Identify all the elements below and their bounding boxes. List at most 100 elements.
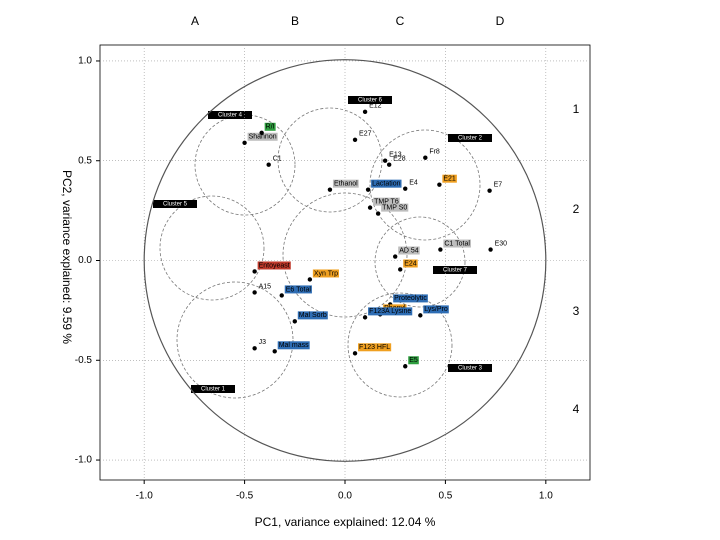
cluster-outline <box>374 216 466 308</box>
label-box <box>403 259 418 268</box>
cluster-outlines <box>159 107 481 399</box>
cluster-box <box>153 200 197 208</box>
cluster-label: Cluster 4 <box>218 113 243 119</box>
cluster-label: Cluster 6 <box>358 98 383 104</box>
point <box>423 155 428 160</box>
point <box>352 137 358 142</box>
cluster-box <box>208 111 252 119</box>
label-box <box>277 341 310 350</box>
point <box>375 211 381 216</box>
label-box <box>381 203 409 212</box>
point <box>437 182 442 187</box>
label-box <box>393 294 428 303</box>
label-box <box>423 305 449 314</box>
point-label: E27 <box>359 131 372 138</box>
point-label: C1 <box>273 156 282 163</box>
column-label: D <box>496 14 505 28</box>
point-label: TMP T6 <box>374 198 399 205</box>
point <box>327 187 333 192</box>
point-label: Mal Sorb <box>299 312 327 319</box>
y-tick-label: 1.0 <box>78 56 92 67</box>
point <box>259 130 264 135</box>
cluster-label: Cluster 5 <box>163 202 188 208</box>
point-label: Shannon <box>249 134 277 141</box>
point-label: Fr8 <box>429 149 440 156</box>
label-box <box>442 174 457 183</box>
cluster-label: Cluster 2 <box>458 136 483 142</box>
cluster-box <box>191 385 235 393</box>
point <box>362 315 368 320</box>
cluster-outline <box>159 195 265 301</box>
point-label: E4 <box>409 180 418 187</box>
cluster-label: Cluster 7 <box>443 268 468 274</box>
point <box>242 140 247 145</box>
point-label: E28 <box>393 156 406 163</box>
point-label: C1 Total <box>444 240 470 247</box>
point <box>438 247 443 252</box>
cluster-box <box>448 364 492 372</box>
column-label: A <box>191 14 199 28</box>
point <box>386 162 392 167</box>
point-label: F123A Lysine <box>369 308 411 315</box>
point <box>487 188 492 193</box>
x-tick-label: 0.5 <box>438 491 452 502</box>
point <box>367 205 373 210</box>
point <box>362 109 368 115</box>
point-label: E24 <box>404 260 417 267</box>
cluster-labels: Cluster 1 Cluster 2 Cluster 3 Cluster 4 Clus… <box>153 96 492 393</box>
cluster-outline <box>176 281 294 399</box>
label-box <box>257 261 291 270</box>
label-box <box>297 311 328 320</box>
y-tick-label: -1.0 <box>75 455 93 466</box>
label-box <box>443 239 471 248</box>
label-box <box>264 122 276 131</box>
point <box>382 158 388 163</box>
cluster-box <box>448 134 492 142</box>
point <box>252 346 257 351</box>
point-label: J3 <box>259 339 267 346</box>
point <box>292 319 297 324</box>
label-box <box>284 285 312 294</box>
label-box <box>358 343 392 352</box>
point-label: Mal mass <box>279 342 309 349</box>
row-label: 3 <box>573 304 580 318</box>
label-box <box>332 179 359 188</box>
x-tick-label: 1.0 <box>539 491 553 502</box>
point <box>398 267 403 272</box>
point-label: E21 <box>443 176 456 183</box>
row-label: 4 <box>573 402 580 416</box>
point-label: E12 <box>369 103 382 110</box>
point-label: Ethanol <box>334 181 358 188</box>
y-tick-label: -0.5 <box>75 355 93 366</box>
label-box <box>312 269 339 278</box>
point-label: F123 HFL <box>359 344 390 351</box>
y-tick-label: 0.5 <box>78 155 92 166</box>
point-label: AD 54 <box>399 247 419 254</box>
cluster-box <box>433 266 477 274</box>
label-box <box>368 307 413 316</box>
x-tick-label: 0.0 <box>338 491 352 502</box>
x-tick-label: -1.0 <box>136 491 154 502</box>
correlation-circle <box>143 59 547 462</box>
label-box <box>408 356 419 365</box>
row-label: 2 <box>573 202 580 216</box>
point <box>403 364 408 369</box>
column-label: C <box>396 14 405 28</box>
cluster-box <box>348 96 392 104</box>
point <box>266 162 271 167</box>
point <box>418 313 423 318</box>
cluster-outline <box>369 129 481 241</box>
label-box <box>371 179 402 188</box>
point-label: A15 <box>259 283 272 290</box>
x-tick-label: -0.5 <box>236 491 254 502</box>
label-box <box>373 197 400 206</box>
point <box>488 247 493 252</box>
point-label: Entoyeast <box>259 262 290 269</box>
point-label: E7 <box>494 182 503 189</box>
point <box>307 277 313 282</box>
point <box>252 290 257 295</box>
label-box <box>398 246 420 255</box>
y-tick-label: 0.0 <box>78 255 92 266</box>
point <box>352 351 358 356</box>
